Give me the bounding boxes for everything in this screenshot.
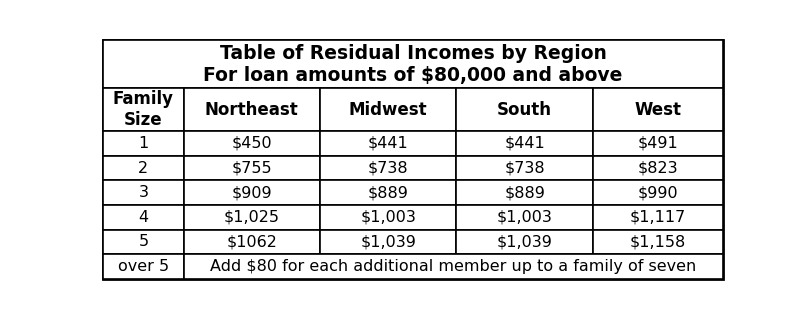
Text: 2: 2 xyxy=(139,161,148,176)
Text: $441: $441 xyxy=(368,136,409,151)
Text: $990: $990 xyxy=(638,185,679,200)
Text: $1,003: $1,003 xyxy=(496,210,553,225)
Bar xyxy=(320,131,456,156)
Text: over 5: over 5 xyxy=(118,259,169,274)
Bar xyxy=(456,180,593,205)
Bar xyxy=(184,205,320,230)
Text: $889: $889 xyxy=(368,185,409,200)
Bar xyxy=(103,230,184,254)
Bar xyxy=(320,205,456,230)
Text: $1,025: $1,025 xyxy=(224,210,280,225)
Bar xyxy=(593,180,723,205)
Bar xyxy=(103,131,184,156)
Text: $823: $823 xyxy=(638,161,679,176)
Bar xyxy=(320,230,456,254)
Bar xyxy=(184,131,320,156)
Text: $450: $450 xyxy=(231,136,272,151)
Bar xyxy=(320,180,456,205)
Bar xyxy=(103,205,184,230)
Bar xyxy=(456,156,593,180)
Text: $889: $889 xyxy=(505,185,545,200)
Bar xyxy=(456,131,593,156)
Text: Add $80 for each additional member up to a family of seven: Add $80 for each additional member up to… xyxy=(210,259,696,274)
Text: $755: $755 xyxy=(231,161,272,176)
Bar xyxy=(456,88,593,131)
Bar xyxy=(593,230,723,254)
Bar xyxy=(320,156,456,180)
Bar xyxy=(593,88,723,131)
Bar xyxy=(593,131,723,156)
Bar xyxy=(456,230,593,254)
Bar xyxy=(103,180,184,205)
Text: Northeast: Northeast xyxy=(205,100,299,118)
Text: $1,039: $1,039 xyxy=(496,234,553,249)
Bar xyxy=(103,254,184,279)
Text: 5: 5 xyxy=(139,234,148,249)
Text: $1,003: $1,003 xyxy=(360,210,416,225)
Text: $738: $738 xyxy=(505,161,545,176)
Text: $1,117: $1,117 xyxy=(629,210,686,225)
Bar xyxy=(103,88,184,131)
Text: 3: 3 xyxy=(139,185,148,200)
Text: Midwest: Midwest xyxy=(349,100,428,118)
Text: 1: 1 xyxy=(139,136,148,151)
Text: $738: $738 xyxy=(368,161,409,176)
Text: $491: $491 xyxy=(638,136,679,151)
Bar xyxy=(456,205,593,230)
Bar xyxy=(184,180,320,205)
Bar xyxy=(320,88,456,131)
Text: $1,158: $1,158 xyxy=(629,234,686,249)
Text: $441: $441 xyxy=(505,136,545,151)
Text: Family
Size: Family Size xyxy=(113,90,174,129)
Text: $909: $909 xyxy=(231,185,272,200)
Text: 4: 4 xyxy=(139,210,148,225)
Bar xyxy=(184,254,723,279)
Bar xyxy=(593,156,723,180)
Bar xyxy=(184,156,320,180)
Bar xyxy=(593,205,723,230)
Text: Table of Residual Incomes by Region
For loan amounts of $80,000 and above: Table of Residual Incomes by Region For … xyxy=(203,44,623,85)
Bar xyxy=(103,40,723,88)
Text: $1062: $1062 xyxy=(226,234,277,249)
Bar xyxy=(103,156,184,180)
Text: South: South xyxy=(497,100,552,118)
Bar xyxy=(184,230,320,254)
Text: West: West xyxy=(634,100,682,118)
Text: $1,039: $1,039 xyxy=(360,234,416,249)
Bar xyxy=(184,88,320,131)
